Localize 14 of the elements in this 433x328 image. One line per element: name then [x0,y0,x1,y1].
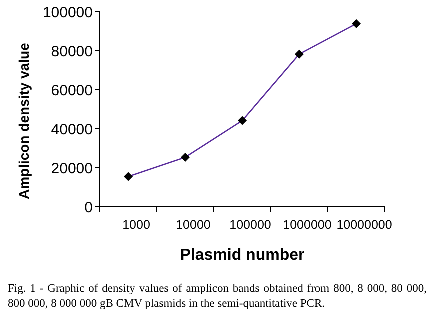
y-tick-label: 100000 [42,4,93,22]
y-tick-label: 60000 [51,82,93,100]
y-tick-label: 0 [84,199,93,216]
x-tick-label: 10000000 [336,218,392,232]
x-tick-label: 100000 [230,218,272,232]
y-axis-title: Amplicon density value [16,42,32,200]
x-tick-label: 1000 [122,218,150,232]
x-tick-label: 10000 [176,218,211,232]
y-tick-label: 80000 [51,43,93,60]
y-tick-label: 40000 [51,121,93,138]
x-axis-title: Plasmid number [180,247,305,264]
y-tick-label: 20000 [51,160,93,178]
caption: Fig. 1 - Graphic of density values of amplicon bands obtained from 800, 8 000, 80 000, 800 000, 8 000 000 gB CMV plasmids in the semi-quantitative PCR. [8,282,427,312]
x-tick-label: 1000000 [283,218,332,232]
